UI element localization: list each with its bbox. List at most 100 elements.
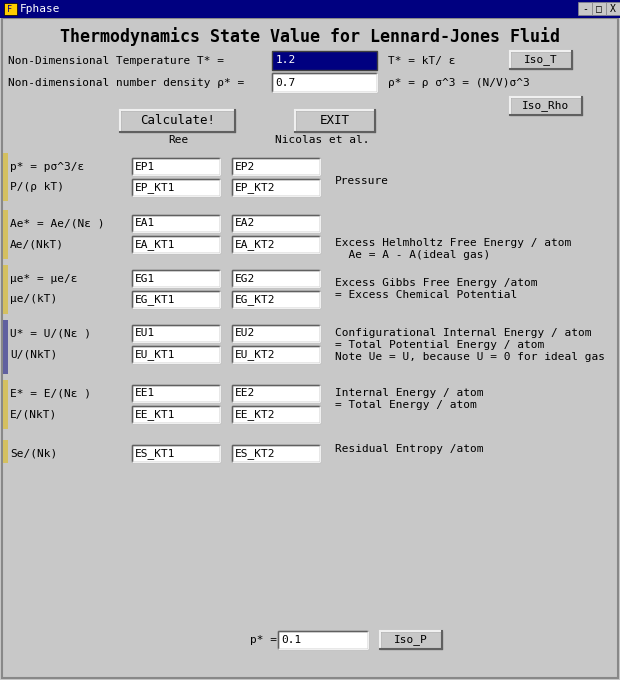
Text: EE1: EE1	[135, 388, 155, 398]
Bar	[132, 406, 220, 423]
Text: = Total Potential Energy / atom: = Total Potential Energy / atom	[335, 340, 544, 350]
Bar	[232, 158, 320, 175]
Text: 0.7: 0.7	[275, 78, 295, 88]
Bar	[510, 97, 582, 115]
Bar	[132, 325, 220, 342]
Text: 1.2: 1.2	[276, 55, 296, 65]
Text: Non-Dimensional Temperature T* =: Non-Dimensional Temperature T* =	[8, 56, 224, 66]
Text: p* =: p* =	[250, 635, 277, 645]
Text: EU_KT2: EU_KT2	[235, 349, 275, 360]
Text: EU_KT1: EU_KT1	[135, 349, 175, 360]
Bar	[132, 385, 220, 402]
Text: Excess Gibbs Free Energy /atom: Excess Gibbs Free Energy /atom	[335, 278, 538, 288]
Text: Nicolas et al.: Nicolas et al.	[275, 135, 370, 145]
Text: U/(NkT): U/(NkT)	[10, 350, 57, 360]
Text: T* = kT/ ε: T* = kT/ ε	[388, 56, 456, 66]
Text: Residual Entropy /atom: Residual Entropy /atom	[335, 444, 484, 454]
Bar	[132, 346, 220, 363]
Bar	[0, 0, 620, 18]
Bar	[3, 265, 8, 314]
Bar	[232, 445, 320, 462]
Bar	[578, 2, 592, 15]
Text: P/(ρ kT): P/(ρ kT)	[10, 182, 64, 192]
Bar	[132, 158, 220, 175]
Bar	[3, 210, 8, 259]
Bar	[132, 445, 220, 462]
Bar	[232, 236, 320, 253]
Text: EE2: EE2	[235, 388, 255, 398]
Bar	[132, 236, 220, 253]
Bar	[132, 291, 220, 308]
Text: EU2: EU2	[235, 328, 255, 339]
Text: □: □	[596, 4, 602, 14]
Bar	[3, 380, 8, 429]
Text: X: X	[610, 4, 616, 14]
Text: Ae/(NkT): Ae/(NkT)	[10, 239, 64, 250]
Bar	[120, 110, 235, 132]
Text: F: F	[7, 5, 12, 14]
Bar	[272, 51, 377, 70]
Bar	[132, 215, 220, 232]
Bar	[132, 270, 220, 287]
Bar	[232, 179, 320, 196]
Text: ρ* = ρ σ^3 = (N/V)σ^3: ρ* = ρ σ^3 = (N/V)σ^3	[388, 78, 529, 88]
Bar	[606, 2, 620, 15]
Text: Ae = A - A(ideal gas): Ae = A - A(ideal gas)	[335, 250, 490, 260]
Text: ES_KT1: ES_KT1	[135, 448, 175, 459]
Text: E* = E/(Nε ): E* = E/(Nε )	[10, 388, 91, 398]
Bar	[132, 179, 220, 196]
Bar	[232, 291, 320, 308]
Bar	[3, 440, 8, 463]
Text: Pressure: Pressure	[335, 176, 389, 186]
Bar	[232, 346, 320, 363]
Text: EG1: EG1	[135, 273, 155, 284]
Text: 0.1: 0.1	[281, 635, 301, 645]
Text: EU1: EU1	[135, 328, 155, 339]
Text: EG_KT2: EG_KT2	[235, 294, 275, 305]
Text: EP2: EP2	[235, 162, 255, 171]
Text: EG2: EG2	[235, 273, 255, 284]
Bar	[3, 320, 8, 374]
Bar	[3, 153, 8, 201]
Text: Iso_T: Iso_T	[524, 54, 558, 65]
Bar	[232, 270, 320, 287]
Text: Thermodynamics State Value for Lennard-Jones Fluid: Thermodynamics State Value for Lennard-J…	[60, 27, 560, 46]
Text: Internal Energy / atom: Internal Energy / atom	[335, 388, 484, 398]
Bar	[592, 2, 606, 15]
Text: = Excess Chemical Potential: = Excess Chemical Potential	[335, 290, 517, 300]
Bar	[510, 51, 572, 69]
Text: Se/(Nk): Se/(Nk)	[10, 449, 57, 458]
Text: Calculate!: Calculate!	[140, 114, 215, 128]
Text: Fphase: Fphase	[20, 4, 61, 14]
Text: EA1: EA1	[135, 218, 155, 228]
Bar	[295, 110, 375, 132]
Text: EE_KT1: EE_KT1	[135, 409, 175, 420]
Text: EA2: EA2	[235, 218, 255, 228]
Bar	[232, 325, 320, 342]
Text: EE_KT2: EE_KT2	[235, 409, 275, 420]
Text: Excess Helmholtz Free Energy / atom: Excess Helmholtz Free Energy / atom	[335, 238, 571, 248]
Text: EXIT: EXIT	[320, 114, 350, 128]
Text: Ae* = Ae/(Nε ): Ae* = Ae/(Nε )	[10, 218, 105, 228]
Bar	[232, 406, 320, 423]
Text: μe/(kT): μe/(kT)	[10, 294, 57, 305]
Bar	[4, 3, 17, 15]
Text: EA_KT1: EA_KT1	[135, 239, 175, 250]
Bar	[278, 631, 368, 649]
Bar	[272, 73, 377, 92]
Bar	[232, 385, 320, 402]
Text: Iso_Rho: Iso_Rho	[523, 101, 570, 112]
Text: Non-dimensional number density ρ* =: Non-dimensional number density ρ* =	[8, 78, 244, 88]
Text: U* = U/(Nε ): U* = U/(Nε )	[10, 328, 91, 339]
Text: μe* = μe/ε: μe* = μe/ε	[10, 273, 78, 284]
Text: p* = pσ^3/ε: p* = pσ^3/ε	[10, 162, 84, 171]
Text: Iso_P: Iso_P	[394, 634, 428, 645]
Text: EG_KT1: EG_KT1	[135, 294, 175, 305]
Text: Ree: Ree	[168, 135, 188, 145]
Text: = Total Energy / atom: = Total Energy / atom	[335, 400, 477, 410]
Text: ES_KT2: ES_KT2	[235, 448, 275, 459]
Text: EP1: EP1	[135, 162, 155, 171]
Text: Note Ue = U, because U = 0 for ideal gas: Note Ue = U, because U = 0 for ideal gas	[335, 352, 605, 362]
Text: EP_KT1: EP_KT1	[135, 182, 175, 193]
Text: Configurational Internal Energy / atom: Configurational Internal Energy / atom	[335, 328, 591, 338]
